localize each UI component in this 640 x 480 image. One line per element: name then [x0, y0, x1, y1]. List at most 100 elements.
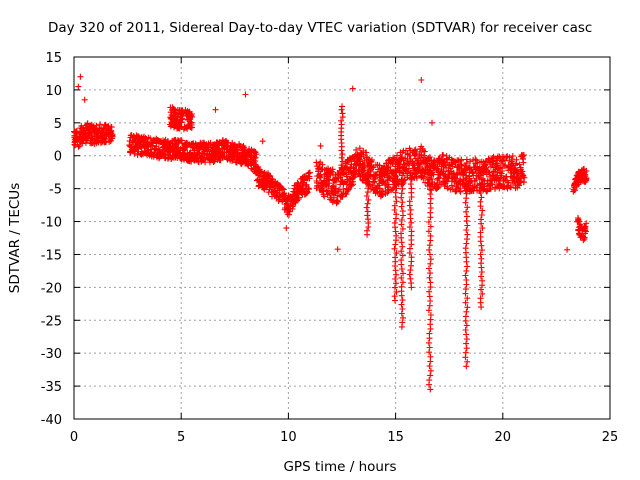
data-point [425, 307, 432, 314]
x-tick-label: 20 [495, 430, 512, 445]
data-point [319, 161, 326, 168]
data-point [404, 168, 411, 175]
data-point [334, 246, 341, 253]
data-point [564, 246, 571, 253]
data-point [420, 175, 427, 182]
data-point [479, 185, 486, 192]
data-point [399, 243, 406, 250]
data-point [427, 256, 434, 263]
data-point [464, 358, 471, 365]
x-tick-label: 5 [177, 430, 185, 445]
y-tick-label: -5 [49, 183, 62, 198]
data-point [508, 183, 515, 190]
data-point [501, 162, 508, 169]
data-point [427, 358, 434, 365]
data-point [286, 211, 292, 218]
data-point [428, 187, 435, 194]
data-point [426, 246, 433, 253]
data-point [407, 215, 414, 222]
data-point [582, 228, 589, 235]
data-point [178, 119, 185, 126]
data-point [407, 172, 414, 179]
data-point [398, 239, 405, 246]
data-point [365, 224, 372, 230]
data-point [407, 181, 414, 188]
data-point [399, 225, 406, 232]
data-point [520, 179, 527, 185]
data-point [99, 128, 106, 135]
data-point [393, 198, 400, 205]
data-point [426, 349, 433, 356]
data-point [364, 212, 371, 219]
data-point [352, 171, 359, 178]
data-point [478, 176, 485, 183]
data-point [426, 154, 433, 160]
data-point [337, 181, 344, 188]
y-tick-label: 10 [45, 84, 62, 99]
data-point [392, 241, 399, 248]
data-point [339, 114, 346, 121]
data-point [421, 148, 428, 155]
data-point [427, 270, 434, 277]
data-point [463, 240, 470, 247]
data-point [463, 195, 470, 202]
data-point [426, 265, 432, 272]
data-point [582, 176, 589, 183]
data-point [283, 225, 290, 232]
data-point [343, 190, 350, 197]
data-point [478, 273, 484, 280]
data-point [363, 193, 370, 199]
data-point [408, 219, 415, 226]
data-point [463, 336, 470, 343]
data-point [306, 186, 313, 193]
data-point [464, 263, 471, 270]
x-tick-label: 25 [602, 430, 619, 445]
data-point [345, 186, 352, 193]
data-point [399, 172, 406, 179]
data-point [478, 220, 485, 227]
data-point [317, 142, 324, 149]
data-point [338, 147, 345, 154]
data-point [408, 241, 415, 248]
data-point [464, 295, 471, 302]
data-point [252, 158, 259, 165]
data-point [462, 327, 469, 333]
data-point [478, 304, 485, 311]
data-point [479, 225, 486, 232]
y-tick-label: -25 [41, 314, 62, 329]
data-point [434, 184, 441, 191]
data-point [369, 156, 375, 163]
data-point [520, 152, 527, 159]
data-point [392, 172, 399, 179]
data-point [427, 367, 434, 374]
data-point [392, 263, 398, 269]
data-point [212, 106, 219, 113]
data-point [426, 242, 433, 249]
data-point [401, 161, 408, 168]
data-point [392, 228, 399, 235]
data-point [427, 372, 434, 379]
data-point [425, 228, 432, 235]
data-point [329, 166, 336, 173]
data-point [463, 181, 470, 188]
data-point [217, 157, 224, 164]
data-point [391, 284, 398, 291]
y-tick-label: -30 [41, 347, 62, 362]
data-point [398, 190, 405, 197]
data-point [363, 204, 370, 211]
data-point [398, 274, 405, 281]
data-point [489, 181, 496, 188]
data-point [477, 238, 484, 245]
data-point [339, 158, 346, 165]
data-point [478, 242, 485, 249]
y-tick-label: 0 [54, 150, 62, 165]
data-point [385, 181, 392, 188]
data-point [484, 187, 491, 194]
data-point [516, 161, 523, 168]
data-point [426, 274, 433, 281]
data-point [583, 167, 590, 174]
data-point [426, 381, 432, 388]
data-point [427, 214, 434, 221]
data-point [438, 181, 444, 188]
data-point [434, 165, 441, 172]
